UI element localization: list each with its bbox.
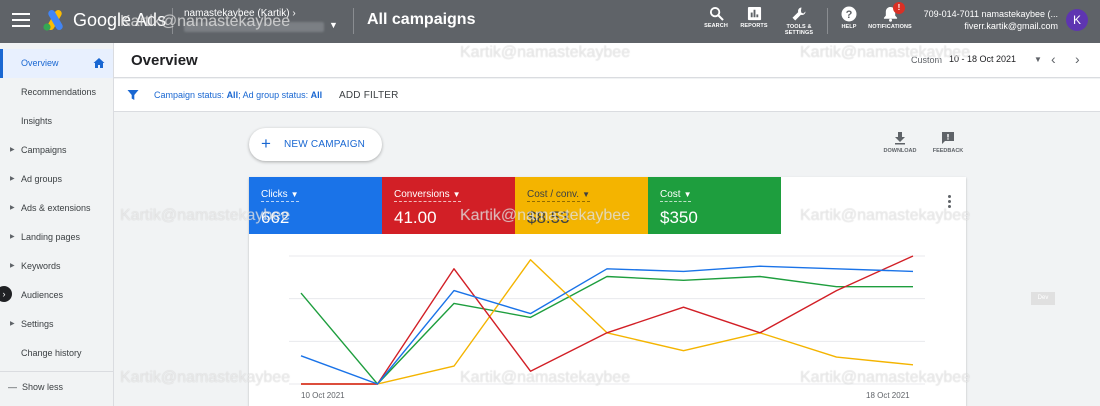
account-name[interactable]: namastekaybee (Kartik) › — [184, 8, 296, 19]
filter-bar: Campaign status: All; Ad group status: A… — [114, 79, 1100, 112]
x-axis-start-label: 10 Oct 2021 — [301, 391, 345, 400]
notification-badge: ! — [893, 2, 905, 14]
help-button[interactable]: ? HELP — [838, 6, 860, 30]
more-vert-icon[interactable] — [948, 195, 952, 209]
date-custom-label: Custom — [911, 55, 943, 65]
date-dropdown-icon[interactable]: ▼ — [1034, 55, 1042, 64]
metric-value: $8.53 — [527, 208, 570, 227]
tools-settings-button[interactable]: TOOLS & SETTINGS — [782, 6, 816, 36]
feedback-button[interactable]: FEEDBACK — [928, 131, 968, 154]
help-icon: ? — [841, 6, 857, 22]
expand-icon: ▶ — [10, 234, 15, 240]
user-email: fiverr.kartik@gmail.com — [964, 21, 1058, 31]
reports-icon — [747, 6, 761, 21]
metric-value: $350 — [660, 208, 698, 227]
menu-icon[interactable] — [12, 13, 30, 27]
sidebar-item-ad-groups[interactable]: ▶ Ad groups — [0, 165, 113, 194]
chevron-right-icon[interactable]: › — [1075, 51, 1080, 67]
metric-clicks[interactable]: Clicks ▼ 662 — [249, 177, 382, 234]
account-id-redacted — [184, 22, 324, 32]
sidebar-item-ads-extensions[interactable]: ▶ Ads & extensions — [0, 194, 113, 223]
overview-title: Overview — [131, 52, 198, 69]
metric-value: 662 — [261, 208, 290, 227]
search-button[interactable]: SEARCH — [702, 6, 730, 29]
sidebar-item-landing-pages[interactable]: ▶ Landing pages — [0, 223, 113, 252]
sidebar-item-campaigns[interactable]: ▶ Campaigns — [0, 136, 113, 165]
filter-status-text[interactable]: Campaign status: All; Ad group status: A… — [154, 90, 323, 100]
expand-icon: ▶ — [10, 147, 15, 153]
notifications-button[interactable]: NOTIFICATIONS — [867, 6, 913, 30]
divider — [172, 8, 173, 34]
sidebar-item-change-history[interactable]: Change history — [21, 348, 82, 358]
series-line-conversions — [301, 255, 914, 385]
series-line-cost — [300, 275, 913, 385]
date-range-picker[interactable]: 10 - 18 Oct 2021 — [949, 54, 1017, 64]
new-campaign-button[interactable]: + NEW CAMPAIGN — [249, 128, 382, 161]
expand-icon: ▶ — [10, 263, 15, 269]
chevron-right-icon[interactable]: › — [0, 286, 12, 302]
metric-cost[interactable]: Cost ▼ $350 — [648, 177, 781, 234]
sidebar-item-recommendations[interactable]: Recommendations — [21, 87, 97, 97]
divider — [353, 8, 354, 34]
overview-header: Overview Custom 10 - 18 Oct 2021 ▼ ‹ › — [114, 43, 1100, 78]
top-bar: Google Ads namastekaybee (Kartik) › ▼ Al… — [0, 0, 1100, 43]
metric-cost-per-conversion[interactable]: Cost / conv. ▼ $8.53 — [515, 177, 648, 234]
account-dropdown-icon[interactable]: ▼ — [329, 20, 338, 30]
line-chart — [289, 255, 925, 385]
divider — [827, 8, 828, 34]
customer-id: 709-014-7011 namastekaybee (... — [923, 9, 1058, 19]
side-tag: Dev — [1031, 292, 1055, 305]
sidebar-item-overview[interactable]: Overview — [0, 49, 113, 78]
sidebar-item-insights[interactable]: Insights — [21, 116, 53, 126]
page-title: All campaigns — [367, 11, 476, 28]
dropdown-icon: ▼ — [452, 190, 461, 199]
add-filter-button[interactable]: ADD FILTER — [339, 90, 399, 101]
expand-icon: ▶ — [10, 176, 15, 182]
x-axis-end-label: 18 Oct 2021 — [866, 391, 910, 400]
filter-icon[interactable] — [127, 89, 139, 101]
show-less-button[interactable]: — Show less — [8, 382, 64, 392]
wrench-icon — [792, 7, 806, 21]
svg-text:?: ? — [846, 9, 853, 21]
performance-card: Clicks ▼ 662 Conversions ▼ 41.00 Cost / co… — [249, 177, 966, 406]
sidebar: Overview Recommendations Insights ▶ Campa… — [0, 43, 114, 406]
sidebar-item-settings[interactable]: ▶ Settings — [0, 310, 113, 339]
dropdown-icon: ▼ — [582, 190, 590, 199]
download-button[interactable]: DOWNLOAD — [880, 131, 920, 154]
home-icon — [93, 58, 105, 68]
avatar[interactable]: K — [1066, 9, 1088, 31]
feedback-icon — [942, 132, 954, 144]
series-line-clicks — [300, 265, 914, 385]
dropdown-icon: ▼ — [290, 190, 299, 199]
reports-button[interactable]: REPORTS — [738, 6, 770, 29]
google-ads-logo-icon — [43, 10, 63, 31]
sidebar-item-audiences[interactable]: Audiences — [21, 290, 64, 300]
expand-icon: ▶ — [10, 205, 15, 211]
sidebar-item-keywords[interactable]: ▶ Keywords — [0, 252, 113, 281]
chevron-left-icon[interactable]: ‹ — [1051, 51, 1056, 67]
metric-value: 41.00 — [394, 208, 437, 227]
download-icon — [895, 132, 905, 145]
search-icon — [709, 6, 724, 21]
plus-icon: + — [261, 134, 271, 153]
metric-conversions[interactable]: Conversions ▼ 41.00 — [382, 177, 515, 234]
logo-text: Google Ads — [73, 10, 167, 30]
expand-icon: ▶ — [10, 321, 15, 327]
divider — [0, 371, 113, 372]
dropdown-icon: ▼ — [683, 190, 692, 199]
